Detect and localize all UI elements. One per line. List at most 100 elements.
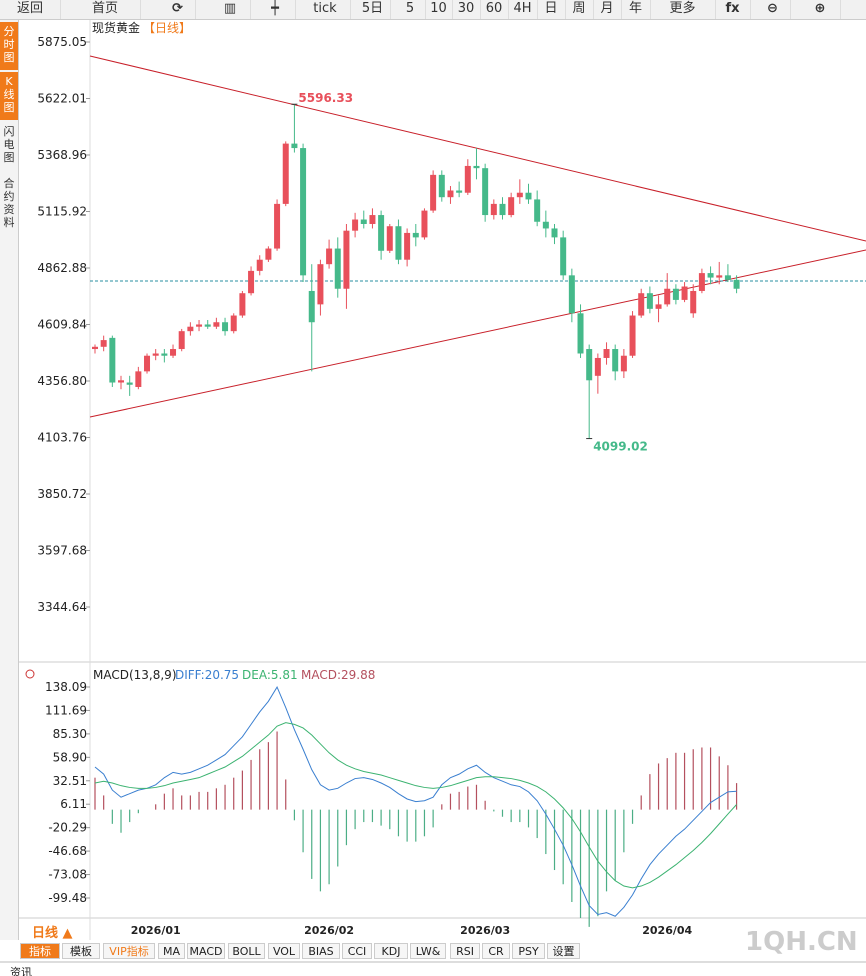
- toolbar-icon[interactable]: ⟳: [160, 0, 196, 19]
- x-tick-label: 2026/02: [304, 924, 354, 937]
- candle-body: [707, 273, 714, 278]
- candle-body: [144, 355, 151, 372]
- toolbar-button[interactable]: 日: [537, 0, 566, 19]
- candle-body: [386, 226, 393, 251]
- toolbar-button[interactable]: 更多: [650, 0, 716, 19]
- candle-body: [490, 203, 497, 216]
- candle-body: [300, 148, 307, 276]
- candle-body: [542, 221, 549, 229]
- candle-body: [516, 192, 523, 198]
- candle-body: [534, 199, 541, 222]
- toolbar-button[interactable]: 5日: [355, 0, 391, 19]
- y-tick-label: -20.29: [48, 821, 87, 835]
- toolbar-button[interactable]: 30: [452, 0, 481, 19]
- candle-body: [118, 380, 125, 383]
- toolbar-button[interactable]: 4H: [508, 0, 538, 19]
- indicator-tab[interactable]: BOLL: [228, 943, 265, 959]
- side-tab[interactable]: K线图: [0, 72, 18, 120]
- indicator-tab[interactable]: MACD: [187, 943, 225, 959]
- candle-body: [430, 174, 437, 211]
- annotation: 5596.33: [298, 91, 353, 105]
- period-box[interactable]: [20, 924, 80, 941]
- toolbar-icon[interactable]: ⊕: [800, 0, 841, 19]
- toolbar-button[interactable]: 月: [593, 0, 622, 19]
- candle-body: [577, 313, 584, 354]
- candle-body: [412, 232, 419, 238]
- toolbar-button[interactable]: tick: [300, 0, 351, 19]
- toolbar-icon[interactable]: ┿: [255, 0, 296, 19]
- toolbar-button[interactable]: 10: [425, 0, 453, 19]
- candle-body: [100, 340, 107, 347]
- candle-body: [92, 346, 98, 350]
- legend-entry: DEA:5.81: [242, 668, 298, 682]
- toolbar-icon[interactable]: ▥: [210, 0, 251, 19]
- y-tick-label: -46.68: [48, 844, 87, 858]
- candle-body: [308, 290, 315, 323]
- toolbar-button[interactable]: 5: [395, 0, 426, 19]
- settings-icon[interactable]: [25, 669, 35, 679]
- candle-body: [421, 210, 428, 238]
- indicator-tab[interactable]: CR: [482, 943, 510, 959]
- indicator-tab[interactable]: 指标: [20, 943, 60, 959]
- indicator-tab[interactable]: LW&: [410, 943, 446, 959]
- candle-body: [274, 203, 281, 249]
- candle-body: [551, 228, 558, 238]
- candle-body: [343, 230, 350, 289]
- indicator-tab[interactable]: VOL: [268, 943, 300, 959]
- footer-tab[interactable]: 资讯: [10, 966, 32, 976]
- candle-body: [265, 248, 272, 260]
- candle-body: [135, 371, 142, 387]
- indicator-tab[interactable]: CCI: [342, 943, 372, 959]
- toolbar-button[interactable]: 年: [621, 0, 651, 19]
- candle-body: [109, 337, 116, 383]
- candle-body: [317, 264, 324, 305]
- toolbar-button[interactable]: 周: [565, 0, 594, 19]
- candle-body: [230, 315, 237, 332]
- candle-body: [733, 279, 740, 289]
- indicator-tab[interactable]: 设置: [547, 943, 580, 959]
- indicator-tab[interactable]: KDJ: [374, 943, 408, 959]
- period-button[interactable]: 日线 ▲: [32, 925, 73, 941]
- side-tab[interactable]: 合约资料: [3, 177, 15, 229]
- candle-body: [213, 322, 220, 327]
- candle-body: [282, 143, 289, 204]
- side-tab[interactable]: 分时图: [0, 22, 18, 70]
- candle-body: [716, 275, 723, 278]
- y-tick-label: -99.48: [48, 891, 87, 905]
- candle-body: [724, 275, 731, 280]
- candle-body: [196, 324, 203, 327]
- candle-body: [482, 168, 489, 216]
- indicator-tab[interactable]: RSI: [450, 943, 480, 959]
- side-tab[interactable]: 闪电图: [3, 125, 15, 164]
- trend-line: [89, 249, 866, 418]
- y-tick-label: 5622.01: [37, 91, 87, 105]
- indicator-tab[interactable]: PSY: [512, 943, 545, 959]
- toolbar-icon[interactable]: fx: [715, 0, 751, 19]
- candle-body: [603, 349, 610, 358]
- candle-body: [438, 174, 445, 198]
- indicator-tab[interactable]: MA: [158, 943, 185, 959]
- candle-body: [664, 288, 671, 305]
- candle-body: [447, 190, 454, 198]
- candle-body: [568, 275, 575, 314]
- candle-body: [334, 248, 341, 289]
- candle-body: [161, 353, 168, 356]
- y-tick-label: 3850.72: [37, 487, 87, 501]
- toolbar-icon[interactable]: ⊖: [755, 0, 791, 19]
- y-tick-label: 138.09: [45, 680, 87, 694]
- toolbar-button[interactable]: 60: [480, 0, 509, 19]
- candle-body: [204, 324, 211, 327]
- toolbar-button[interactable]: 返回: [0, 0, 61, 19]
- candle-body: [291, 143, 298, 149]
- indicator-tab[interactable]: 模板: [62, 943, 100, 959]
- candle-body: [655, 304, 662, 309]
- candle-body: [256, 259, 263, 271]
- indicator-tab[interactable]: BIAS: [302, 943, 340, 959]
- x-tick-label: 2026/04: [642, 924, 692, 937]
- indicator-tab[interactable]: VIP指标: [103, 943, 155, 959]
- toolbar-button[interactable]: 首页: [70, 0, 141, 19]
- candle-body: [629, 315, 636, 356]
- candle-body: [326, 248, 333, 265]
